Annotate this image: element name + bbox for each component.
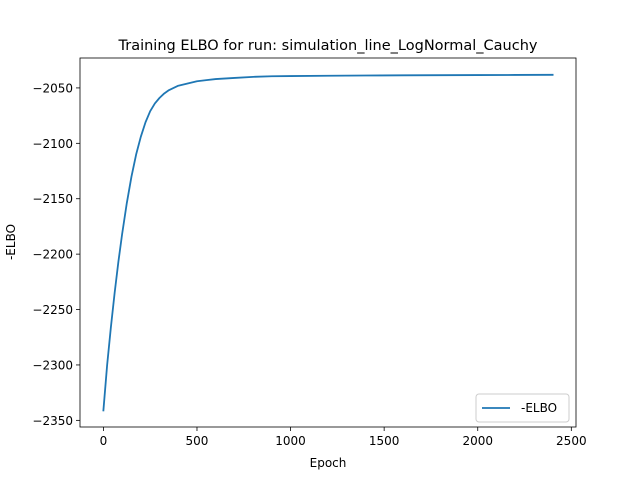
y-tick-label: −2050 [32, 81, 73, 95]
series-layer [102, 73, 554, 412]
series-line-0 [102, 73, 554, 412]
x-tick-label: 0 [100, 434, 108, 448]
legend-label: -ELBO [521, 401, 557, 415]
x-tick-label: 2000 [462, 434, 493, 448]
y-axis-title: -ELBO [4, 224, 18, 260]
legend: -ELBO [475, 393, 570, 423]
y-tick-label: −2300 [32, 358, 73, 372]
x-tick-label: 1500 [369, 434, 400, 448]
y-tick-label: −2200 [32, 248, 73, 262]
x-tick-label: 1000 [275, 434, 306, 448]
legend-box [475, 393, 570, 423]
y-axis-ticks: −2350 −2300 −2250 −2200 −2150 −2100 −2050 [32, 81, 80, 428]
y-tick-label: −2150 [32, 192, 73, 206]
y-tick-label: −2250 [32, 303, 73, 317]
x-axis-title: Epoch [310, 456, 347, 470]
plot-area [79, 57, 577, 428]
chart-title: Training ELBO for run: simulation_line_L… [118, 38, 538, 54]
y-tick-label: −2350 [32, 414, 73, 428]
x-axis-ticks: 0 500 1000 1500 2000 2500 [100, 427, 587, 448]
x-tick-label: 500 [186, 434, 209, 448]
x-tick-label: 2500 [556, 434, 587, 448]
y-tick-label: −2100 [32, 137, 73, 151]
